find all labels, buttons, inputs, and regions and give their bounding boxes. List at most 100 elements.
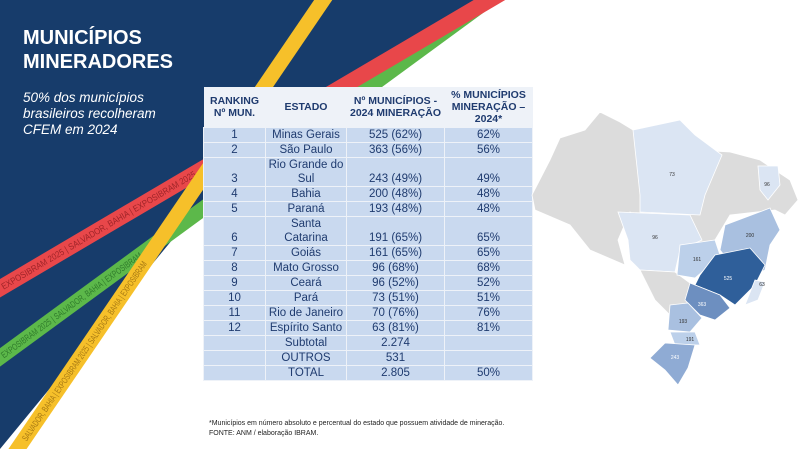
table-row: 10 Pará 73 (51%) 51% bbox=[203, 290, 533, 306]
header-pct-municipios: % MUNICÍPIOS MINERAÇÃO – 2024* bbox=[444, 87, 533, 128]
table-row: 4 Bahia 200 (48%) 48% bbox=[203, 186, 533, 202]
cell-pct-municipios: 49% bbox=[444, 157, 533, 187]
cell-estado: Rio de Janeiro bbox=[265, 305, 347, 321]
map-label-ceara: 96 bbox=[764, 182, 770, 188]
cell-estado: Espírito Santo bbox=[265, 320, 347, 336]
map-label-sao-paulo: 363 bbox=[698, 302, 707, 308]
cell-pct-municipios: 56% bbox=[444, 142, 533, 158]
table-body: 1 Minas Gerais 525 (62%) 62% 2 São Paulo 363 (… bbox=[203, 127, 533, 381]
table-row: 6 Santa Catarina 191 (65%) 65% bbox=[203, 216, 533, 246]
cell-estado: Bahia bbox=[265, 186, 347, 202]
header-ranking: RANKING Nº MUN. bbox=[203, 87, 266, 128]
subtitle: 50% dos municípios brasileiros recolhera… bbox=[23, 90, 156, 137]
navy-panel bbox=[0, 0, 485, 449]
cell-num-municipios: 193 (48%) bbox=[346, 201, 445, 217]
cell-estado: Pará bbox=[265, 290, 347, 306]
brazil-map: 73 96 96 200 161 525 63 363 193 191 243 bbox=[531, 111, 799, 386]
table-row: 3 Rio Grande do Sul 243 (49%) 49% bbox=[203, 157, 533, 187]
table-row: 9 Ceará 96 (52%) 52% bbox=[203, 275, 533, 291]
cell-ranking bbox=[203, 350, 266, 366]
table-row: 2 São Paulo 363 (56%) 56% bbox=[203, 142, 533, 158]
title-line-2: MINERADORES bbox=[23, 51, 174, 73]
cell-ranking: 11 bbox=[203, 305, 266, 321]
table-row: 12 Espírito Santo 63 (81%) 81% bbox=[203, 320, 533, 336]
table-row: 8 Mato Grosso 96 (68%) 68% bbox=[203, 260, 533, 276]
map-label-minas-gerais: 525 bbox=[724, 276, 733, 282]
cell-pct-municipios bbox=[444, 335, 533, 351]
cell-num-municipios: 243 (49%) bbox=[346, 157, 445, 187]
cell-ranking: 12 bbox=[203, 320, 266, 336]
cell-pct-municipios bbox=[444, 350, 533, 366]
cell-estado: Mato Grosso bbox=[265, 260, 347, 276]
cell-ranking: 1 bbox=[203, 127, 266, 143]
cell-num-municipios: 63 (81%) bbox=[346, 320, 445, 336]
cell-ranking: 7 bbox=[203, 245, 266, 261]
cell-num-municipios: 531 bbox=[346, 350, 445, 366]
cell-pct-municipios: 52% bbox=[444, 275, 533, 291]
footnote: *Municípios em número absoluto e percent… bbox=[209, 419, 504, 438]
map-state-parana bbox=[667, 302, 703, 333]
cell-num-municipios: 96 (68%) bbox=[346, 260, 445, 276]
cell-estado: Goiás bbox=[265, 245, 347, 261]
cell-num-municipios: 525 (62%) bbox=[346, 127, 445, 143]
cell-ranking: 6 bbox=[203, 216, 266, 246]
cell-num-municipios: 363 (56%) bbox=[346, 142, 445, 158]
cell-pct-municipios: 68% bbox=[444, 260, 533, 276]
map-state-para bbox=[632, 119, 723, 216]
cell-num-municipios: 96 (52%) bbox=[346, 275, 445, 291]
cell-ranking: 8 bbox=[203, 260, 266, 276]
cell-pct-municipios: 48% bbox=[444, 186, 533, 202]
map-label-goias: 161 bbox=[693, 257, 702, 263]
title-line-1: MUNICÍPIOS bbox=[23, 27, 142, 49]
table-row: 7 Goiás 161 (65%) 65% bbox=[203, 245, 533, 261]
map-state-ceara bbox=[757, 165, 781, 201]
cell-ranking: 3 bbox=[203, 157, 266, 187]
header-estado: ESTADO bbox=[265, 87, 347, 128]
cell-estado: Paraná bbox=[265, 201, 347, 217]
ranking-table: RANKING Nº MUN. ESTADO Nº MUNICÍPIOS - 2… bbox=[203, 87, 533, 381]
page-title: MUNICÍPIOS MINERADORES bbox=[23, 26, 173, 74]
cell-pct-municipios: 62% bbox=[444, 127, 533, 143]
cell-pct-municipios: 76% bbox=[444, 305, 533, 321]
map-label-para: 73 bbox=[669, 172, 675, 178]
cell-estado: São Paulo bbox=[265, 142, 347, 158]
cell-ranking bbox=[203, 365, 266, 381]
cell-num-municipios: 70 (76%) bbox=[346, 305, 445, 321]
map-state-santa-catarina bbox=[669, 331, 701, 346]
cell-estado: Subtotal bbox=[265, 335, 347, 351]
map-state-espirito-santo bbox=[744, 279, 766, 306]
table-row: Subtotal 2.274 bbox=[203, 335, 533, 351]
cell-num-municipios: 161 (65%) bbox=[346, 245, 445, 261]
map-state-sao-paulo bbox=[684, 282, 731, 321]
cell-estado: Santa Catarina bbox=[265, 216, 347, 246]
cell-estado: Minas Gerais bbox=[265, 127, 347, 143]
map-state-minas-gerais bbox=[694, 247, 766, 306]
map-state-rio-grande-do-sul bbox=[649, 342, 696, 386]
cell-pct-municipios: 65% bbox=[444, 245, 533, 261]
cell-estado: OUTROS bbox=[265, 350, 347, 366]
map-label-rio-grande-do-sul: 243 bbox=[671, 355, 680, 361]
cell-estado: Ceará bbox=[265, 275, 347, 291]
cell-ranking bbox=[203, 335, 266, 351]
header-num-municipios: Nº MUNICÍPIOS - 2024 MINERAÇÃO bbox=[346, 87, 445, 128]
table-row: 5 Paraná 193 (48%) 48% bbox=[203, 201, 533, 217]
table-header-row: RANKING Nº MUN. ESTADO Nº MUNICÍPIOS - 2… bbox=[203, 87, 533, 128]
cell-ranking: 4 bbox=[203, 186, 266, 202]
map-label-parana: 193 bbox=[679, 319, 688, 325]
cell-estado: Rio Grande do Sul bbox=[265, 157, 347, 187]
cell-ranking: 2 bbox=[203, 142, 266, 158]
table-row: TOTAL 2.805 50% bbox=[203, 365, 533, 381]
cell-estado: TOTAL bbox=[265, 365, 347, 381]
cell-pct-municipios: 51% bbox=[444, 290, 533, 306]
cell-num-municipios: 191 (65%) bbox=[346, 216, 445, 246]
cell-pct-municipios: 65% bbox=[444, 216, 533, 246]
map-label-bahia: 200 bbox=[746, 233, 755, 239]
cell-num-municipios: 200 (48%) bbox=[346, 186, 445, 202]
footnote-source: FONTE: ANM / elaboração IBRAM. bbox=[209, 429, 319, 437]
cell-num-municipios: 2.274 bbox=[346, 335, 445, 351]
cell-num-municipios: 2.805 bbox=[346, 365, 445, 381]
cell-ranking: 5 bbox=[203, 201, 266, 217]
cell-pct-municipios: 48% bbox=[444, 201, 533, 217]
cell-ranking: 9 bbox=[203, 275, 266, 291]
